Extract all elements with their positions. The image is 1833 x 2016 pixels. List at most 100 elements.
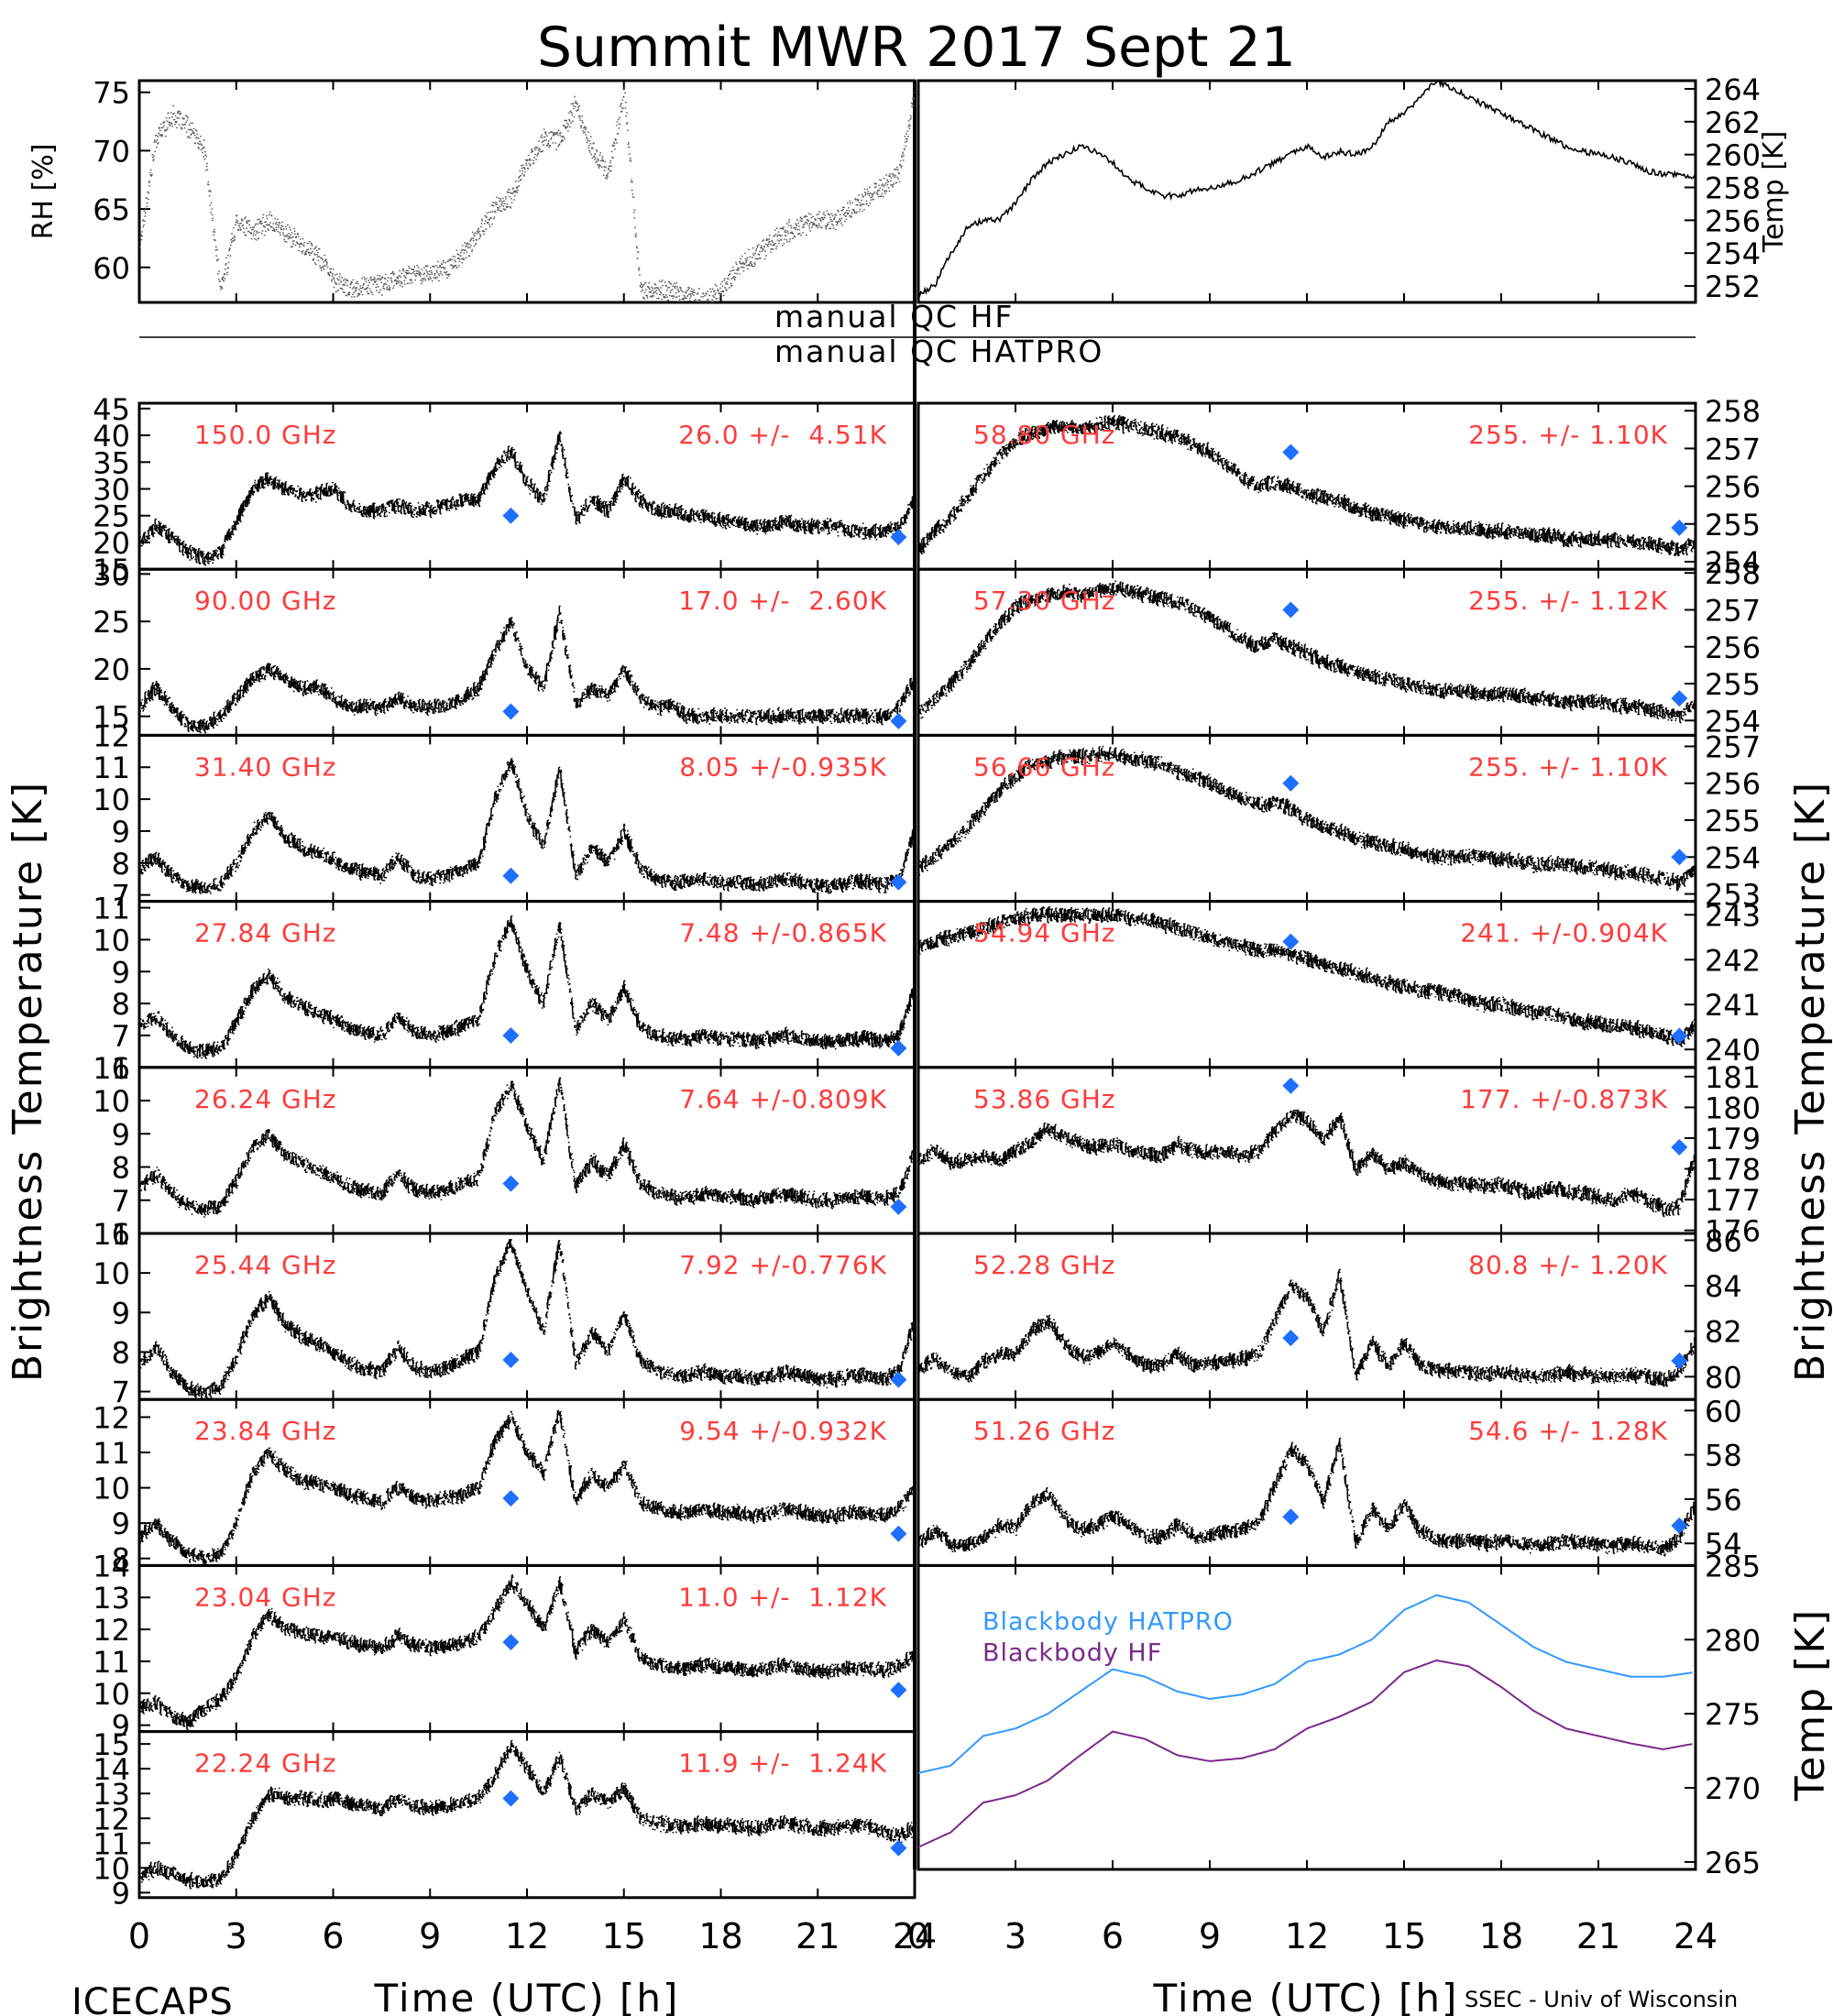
- y-tick-label: 20: [93, 652, 130, 687]
- data-trace: [918, 415, 1696, 557]
- y-tick-label: 8: [112, 987, 130, 1022]
- channel-stat: 177. +/-0.873K: [1460, 1084, 1668, 1114]
- x-tick-label: 21: [1576, 1916, 1620, 1956]
- channel-stat: 11.9 +/- 1.24K: [678, 1748, 887, 1779]
- sounding-marker: [502, 1175, 520, 1192]
- channel-stat: 80.8 +/- 1.20K: [1468, 1250, 1668, 1280]
- data-trace: [918, 905, 1696, 1047]
- y-tick-label: 254: [1705, 236, 1761, 271]
- y-tick-label: 256: [1705, 767, 1761, 802]
- data-trace: [139, 1574, 915, 1730]
- y-tick-label: 9: [112, 1507, 130, 1541]
- y-tick-label: 60: [1705, 1394, 1742, 1429]
- panel-90: 15 20 25 30 90.00 GHz 17.0 +/- 2.60K: [93, 557, 916, 737]
- x-tick-labels: 0 3 6 9 12 15 18 21 24: [907, 1916, 1718, 1956]
- plot-area: [139, 758, 915, 894]
- channel-stat: 54.6 +/- 1.28K: [1468, 1416, 1668, 1446]
- y-tick-label: 84: [1705, 1269, 1742, 1304]
- sounding-marker: [1671, 1027, 1688, 1045]
- x-tick-label: 0: [907, 1916, 929, 1956]
- channel-label: 31.40 GHz: [194, 751, 337, 782]
- sounding-marker: [890, 1199, 907, 1216]
- y-tick-label: 20: [93, 526, 130, 561]
- sounding-marker: [890, 529, 907, 546]
- series-line-blackbody-hatpro: [918, 1594, 1693, 1774]
- y-tick-label: 264: [1705, 72, 1761, 107]
- y-tick-label: 9: [112, 815, 130, 849]
- y-tick-label: 257: [1705, 593, 1761, 628]
- plot-area: [139, 1409, 915, 1566]
- channel-label: 58.80 GHz: [973, 420, 1116, 450]
- y-tick-label: 45: [93, 392, 130, 427]
- panel-frame: [137, 79, 916, 304]
- y-tick-label: 70: [93, 134, 130, 169]
- x-tick-label: 15: [1382, 1916, 1426, 1956]
- sounding-marker: [1671, 1517, 1688, 1534]
- y-tick-label: 54: [1705, 1527, 1742, 1561]
- chart-title: Summit MWR 2017 Sept 21: [537, 16, 1296, 80]
- x-tick-label: 0: [128, 1916, 150, 1956]
- channel-stat: 17.0 +/- 2.60K: [678, 586, 887, 616]
- channel-stat: 9.54 +/-0.932K: [679, 1416, 887, 1446]
- sounding-marker: [502, 1026, 520, 1044]
- channel-label: 23.84 GHz: [194, 1416, 337, 1446]
- y-tick-label: 255: [1705, 508, 1761, 542]
- y-tick-label: 11: [93, 1645, 130, 1680]
- y-tick-label: 8: [112, 1335, 130, 1370]
- y-tick-label: 30: [93, 557, 130, 592]
- y-tick-label: 253: [1705, 878, 1761, 913]
- channel-stat: 241. +/-0.904K: [1460, 918, 1668, 948]
- data-trace: [918, 580, 1696, 724]
- y-tick-label: 10: [93, 783, 130, 817]
- x-tick-label: 3: [1004, 1916, 1026, 1956]
- sounding-marker: [1282, 444, 1300, 461]
- y-tick-label: 82: [1705, 1315, 1742, 1350]
- right-bt-label: Brightness Temperature [K]: [1787, 781, 1833, 1382]
- x-tick-label: 12: [505, 1916, 549, 1956]
- y-tick-label: 7: [112, 1019, 130, 1054]
- y-tick-label: 7: [112, 1184, 130, 1219]
- channel-label: 57.30 GHz: [973, 586, 1116, 616]
- sounding-marker: [1282, 1330, 1300, 1347]
- data-trace: [918, 1437, 1696, 1557]
- footer-left: ICECAPS: [71, 1981, 234, 2016]
- y-tick-label: 255: [1705, 667, 1761, 702]
- sounding-marker: [1671, 849, 1688, 866]
- channel-stat: 255. +/- 1.10K: [1468, 420, 1668, 450]
- panel-rh: 60 65 70 75 RH [%]: [27, 76, 916, 304]
- y-tick-label: 80: [1705, 1360, 1742, 1395]
- y-tick-label: 254: [1705, 840, 1761, 875]
- sounding-marker: [890, 1839, 907, 1857]
- x-tick-label: 12: [1285, 1916, 1329, 1956]
- sounding-marker: [502, 1490, 520, 1507]
- y-tick-label: 75: [93, 76, 130, 111]
- plot-area: [918, 1594, 1693, 1848]
- panel-bb: 265 270 275 280 285 Blackbody HATPROBlackbody…: [916, 1549, 1761, 1880]
- y-tick-label: 10: [93, 923, 130, 958]
- sounding-marker: [890, 1039, 907, 1057]
- data-trace: [139, 431, 915, 566]
- sounding-marker: [890, 873, 907, 891]
- channel-label: 23.04 GHz: [194, 1582, 337, 1612]
- y-axis-label: Temp [K]: [1758, 131, 1790, 254]
- left-bt-label: Brightness Temperature [K]: [5, 781, 51, 1382]
- qc-section: manual QC HF manual QC HATPRO: [139, 299, 1696, 369]
- right-bb-label: Temp [K]: [1787, 1608, 1833, 1802]
- plot-area: [918, 1268, 1696, 1387]
- plot-area: [139, 1574, 915, 1730]
- channel-stat: 11.0 +/- 1.12K: [678, 1582, 887, 1612]
- y-tick-label: 256: [1705, 630, 1761, 665]
- y-tick-label: 11: [93, 1436, 130, 1471]
- data-trace: [918, 745, 1696, 892]
- y-tick-label: 12: [93, 718, 130, 753]
- plot-area: [918, 1437, 1696, 1557]
- y-tick-label: 242: [1705, 943, 1761, 978]
- sounding-marker: [502, 1352, 520, 1369]
- y-tick-label: 257: [1705, 729, 1761, 764]
